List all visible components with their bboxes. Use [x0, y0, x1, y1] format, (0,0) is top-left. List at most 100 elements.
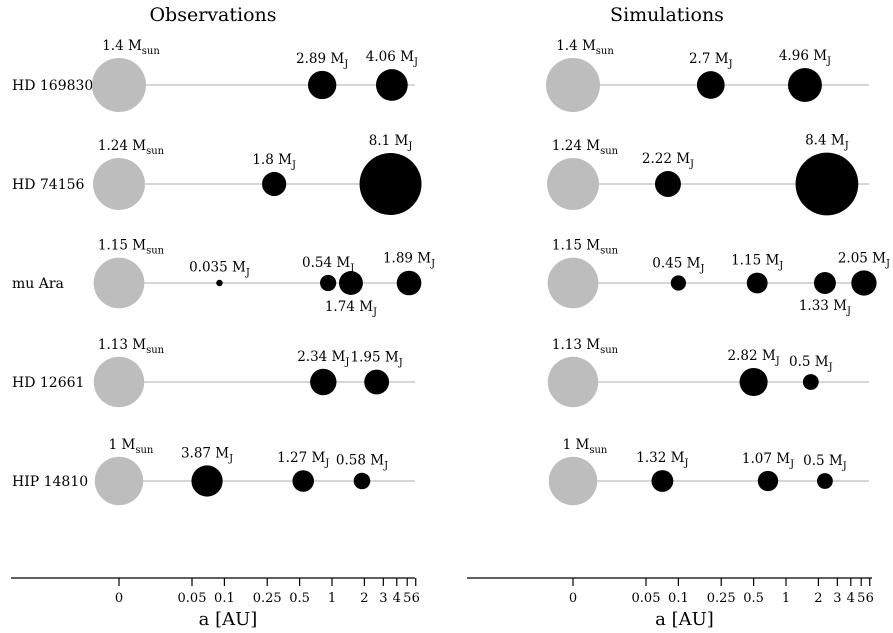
planet-dot — [396, 270, 422, 296]
planet-dot — [310, 368, 337, 396]
simulations-panel: Simulations 1.4 Msun 2.7 MJ 4.96 MJ 1.24 Msu… — [467, 4, 890, 630]
planet-mass-label: 3.87 MJ — [181, 445, 233, 464]
star-disc — [94, 456, 144, 506]
x-tick-label: 0.05 — [632, 591, 661, 606]
planet-dot — [262, 171, 287, 197]
star-mass-label: 1.15 Msun — [98, 238, 165, 257]
planet-mass-label: 0.5 MJ — [803, 453, 847, 472]
x-tick-label: 3 — [833, 591, 841, 606]
planet-dot — [319, 274, 337, 292]
planet-dot — [654, 171, 681, 197]
planet-mass-label: 0.5 MJ — [789, 354, 833, 373]
x-tick-label: 1 — [328, 591, 336, 606]
system-name: HD 74156 — [12, 177, 85, 193]
system-name: HD 169830 — [12, 78, 93, 94]
planet-mass-label: 1.07 MJ — [742, 451, 794, 470]
planet-mass-label: 2.34 MJ — [297, 349, 349, 368]
system-name: HIP 14810 — [12, 474, 88, 490]
x-tick-label: 6 — [866, 591, 874, 606]
x-tick-label: 4 — [847, 591, 855, 606]
planet-mass-label: 1.15 MJ — [731, 253, 783, 272]
planet-mass-label: 1.33 MJ — [799, 298, 851, 317]
system-row: HIP 14810 1 Msun 3.87 MJ 1.27 MJ 0.58 MJ — [12, 437, 415, 506]
planet-mass-label: 4.96 MJ — [779, 48, 831, 67]
planet-mass-label: 1.95 MJ — [351, 350, 403, 369]
planet-dot — [359, 153, 422, 215]
x-tick-label: 0.05 — [178, 591, 207, 606]
planet-mass-label: 0.54 MJ — [302, 255, 354, 274]
panel-title: Observations — [149, 4, 276, 26]
planet-dot — [696, 71, 725, 99]
planet-dot — [787, 68, 822, 102]
star-mass-label: 1.13 Msun — [98, 337, 165, 356]
star-disc — [93, 257, 145, 309]
star-mass-label: 1.24 Msun — [552, 138, 619, 157]
star-mass-label: 1.4 Msun — [556, 38, 614, 57]
planet-dot — [292, 470, 314, 492]
x-tick-label: 1 — [782, 591, 790, 606]
system-row: HD 169830 1.4 Msun 2.89 MJ 4.06 MJ — [12, 38, 418, 112]
planet-mass-label: 2.7 MJ — [689, 51, 733, 70]
planet-dot — [216, 279, 223, 287]
system-row: mu Ara 1.15 Msun 0.035 MJ 0.54 MJ 1.74 MJ 1.8… — [12, 238, 435, 318]
system-row: HD 12661 1.13 Msun 2.34 MJ 1.95 MJ — [12, 337, 415, 408]
planet-dot — [817, 473, 833, 489]
star-disc — [547, 356, 599, 408]
system-row: 1.4 Msun 2.7 MJ 4.96 MJ — [546, 38, 869, 112]
system-row: 1.13 Msun 2.82 MJ 0.5 MJ — [547, 337, 869, 408]
planet-dot — [307, 70, 337, 100]
planet-mass-label: 8.4 MJ — [805, 133, 849, 152]
x-axis-label: a [AU] — [199, 609, 258, 630]
planet-mass-label: 1.27 MJ — [277, 450, 329, 469]
planet-mass-label: 2.05 MJ — [838, 250, 890, 269]
system-row: 1.15 Msun 0.45 MJ 1.15 MJ 1.33 MJ 2.05 MJ — [547, 238, 890, 317]
system-row: HD 74156 1.24 Msun 1.8 MJ 8.1 MJ — [12, 133, 422, 215]
panel-title: Simulations — [610, 4, 724, 26]
observations-panel: Observations HD 169830 1.4 Msun 2.89 MJ 4.06… — [11, 4, 435, 630]
star-disc — [546, 58, 600, 112]
x-tick-label: 0 — [569, 591, 577, 606]
planet-mass-label: 8.1 MJ — [369, 133, 413, 152]
star-mass-label: 1 Msun — [109, 437, 154, 456]
x-tick-label: 3 — [379, 591, 387, 606]
planet-dot — [802, 374, 819, 390]
planet-mass-label: 1.89 MJ — [383, 251, 435, 270]
planet-dot — [795, 152, 859, 216]
planet-dot — [813, 272, 836, 294]
x-tick-label: 2 — [360, 591, 368, 606]
x-tick-label: 5 — [857, 591, 865, 606]
planet-dot — [191, 465, 223, 497]
system-row: 1.24 Msun 2.22 MJ 8.4 MJ — [547, 133, 869, 216]
x-tick-label: 0.25 — [253, 591, 282, 606]
star-mass-label: 1.24 Msun — [98, 138, 165, 157]
planet-mass-label: 2.89 MJ — [296, 51, 348, 70]
star-disc — [93, 356, 145, 408]
x-tick-label: 0.5 — [743, 591, 764, 606]
x-tick-label: 0.5 — [289, 591, 310, 606]
planet-mass-label: 0.035 MJ — [189, 260, 250, 279]
star-mass-label: 1 Msun — [563, 437, 608, 456]
star-disc — [548, 456, 598, 506]
planet-dot — [338, 271, 363, 295]
planet-dot — [353, 472, 371, 490]
planet-mass-label: 1.8 MJ — [252, 152, 296, 171]
star-mass-label: 1.13 Msun — [552, 337, 619, 356]
system-name: HD 12661 — [12, 375, 84, 391]
x-tick-label: 2 — [814, 591, 822, 606]
star-mass-label: 1.15 Msun — [552, 238, 619, 257]
planet-mass-label: 0.58 MJ — [336, 453, 388, 472]
planet-mass-label: 0.45 MJ — [652, 255, 704, 274]
x-tick-label: 0.1 — [214, 591, 235, 606]
planet-mass-label: 2.22 MJ — [642, 151, 694, 170]
planet-dot — [651, 470, 674, 492]
x-tick-label: 5 — [403, 591, 411, 606]
planet-dot — [851, 270, 877, 296]
planet-mass-label: 2.82 MJ — [728, 348, 780, 367]
star-mass-label: 1.4 Msun — [102, 38, 160, 57]
planet-mass-label: 1.32 MJ — [636, 450, 688, 469]
planet-dot — [375, 69, 408, 101]
planet-dot — [364, 369, 390, 395]
x-tick-label: 0.25 — [707, 591, 736, 606]
system-row: 1 Msun 1.32 MJ 1.07 MJ 0.5 MJ — [548, 437, 869, 506]
